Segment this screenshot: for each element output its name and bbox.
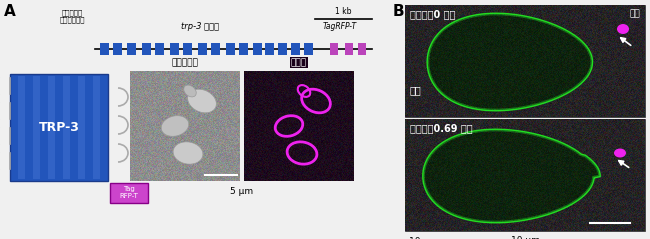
Bar xyxy=(226,43,235,55)
Text: 5 μm: 5 μm xyxy=(231,187,254,196)
Bar xyxy=(183,43,192,55)
Bar xyxy=(330,43,338,55)
Text: 受精前（0 秒）: 受精前（0 秒） xyxy=(410,9,456,19)
Text: A: A xyxy=(4,4,16,19)
Text: 10 μm: 10 μm xyxy=(510,236,540,239)
Polygon shape xyxy=(428,14,592,110)
Ellipse shape xyxy=(614,148,626,158)
Text: 精子: 精子 xyxy=(629,9,640,18)
Text: TagRFP-T: TagRFP-T xyxy=(323,22,357,31)
Text: 精子特異的
プロモーター: 精子特異的 プロモーター xyxy=(59,9,84,23)
Bar xyxy=(239,43,248,55)
Bar xyxy=(93,76,100,179)
Text: B: B xyxy=(393,4,404,19)
Ellipse shape xyxy=(161,116,188,136)
Bar xyxy=(33,76,40,179)
Bar xyxy=(110,183,148,203)
Bar xyxy=(291,43,300,55)
Bar xyxy=(405,5,645,117)
Ellipse shape xyxy=(617,24,629,34)
Bar xyxy=(211,43,220,55)
Text: 蛍光像: 蛍光像 xyxy=(291,58,307,67)
Bar xyxy=(10,74,108,181)
Bar xyxy=(113,43,122,55)
Bar xyxy=(127,43,136,55)
Bar xyxy=(278,43,287,55)
Bar xyxy=(253,43,262,55)
Ellipse shape xyxy=(173,142,203,164)
Text: 受精後（0.69 秒）: 受精後（0.69 秒） xyxy=(410,123,473,133)
Text: Tag
RFP-T: Tag RFP-T xyxy=(120,186,138,200)
Bar xyxy=(405,119,645,231)
Ellipse shape xyxy=(188,89,216,113)
Bar xyxy=(63,76,70,179)
Ellipse shape xyxy=(184,85,196,97)
Text: 微分干渉像: 微分干渉像 xyxy=(172,58,198,67)
Bar xyxy=(198,43,207,55)
Bar xyxy=(142,43,151,55)
Bar xyxy=(100,43,109,55)
Bar xyxy=(358,43,366,55)
Bar xyxy=(78,76,85,179)
Bar xyxy=(244,71,354,181)
Bar xyxy=(130,71,240,181)
Bar xyxy=(265,43,274,55)
Bar xyxy=(155,43,164,55)
Polygon shape xyxy=(424,130,599,222)
Bar xyxy=(48,76,55,179)
Bar xyxy=(170,43,179,55)
Text: TRP-3: TRP-3 xyxy=(38,121,79,134)
Text: 卵子: 卵子 xyxy=(410,85,422,95)
Bar xyxy=(345,43,353,55)
Text: 10 μm: 10 μm xyxy=(410,237,438,239)
Text: trp-3 遙伝子: trp-3 遙伝子 xyxy=(181,22,219,31)
Bar xyxy=(18,76,25,179)
Text: 1 kb: 1 kb xyxy=(335,7,351,16)
Bar xyxy=(304,43,313,55)
